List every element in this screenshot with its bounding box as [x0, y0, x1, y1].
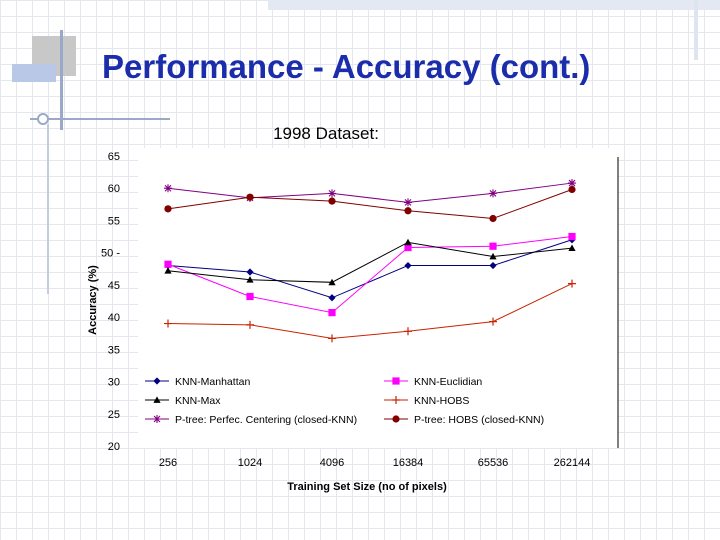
decor-blue-block	[12, 64, 56, 82]
data-point-square	[489, 242, 497, 250]
y-axis-ticks: 20 25 30 35 40 45 50 - 55 60 65	[101, 151, 120, 453]
data-point-plus	[489, 317, 497, 326]
decor-top-right-line	[694, 0, 698, 60]
x-tick-label: 16384	[393, 457, 424, 469]
data-point-square	[164, 260, 172, 268]
decor-vertical-line	[60, 30, 63, 130]
data-point-plus	[246, 320, 254, 329]
data-point-plus	[328, 334, 336, 343]
x-tick-label: 4096	[320, 457, 344, 469]
legend-label: P-tree: Perfec. Centering (closed-KNN)	[175, 414, 357, 426]
data-point-circle	[164, 205, 172, 213]
data-point-diamond	[328, 294, 336, 302]
data-point-diamond	[246, 268, 254, 276]
data-point-square	[328, 309, 336, 317]
y-tick-label: 40	[108, 312, 120, 324]
data-point-star	[153, 415, 161, 423]
y-tick-label: 45	[108, 280, 120, 292]
x-tick-label: 262144	[554, 457, 591, 469]
slide-subtitle: 1998 Dataset:	[273, 124, 379, 143]
y-tick-label: 30	[108, 377, 120, 389]
legend-entry: P-tree: Perfec. Centering (closed-KNN)	[145, 414, 357, 426]
decor-circle	[37, 113, 49, 125]
y-tick-label: 35	[108, 344, 120, 356]
data-point-square	[404, 243, 412, 252]
legend-label: P-tree: HOBS (closed-KNN)	[414, 414, 544, 426]
legend: KNN-Manhattan KNN-Euclidian KNN-Max KNN-HOB…	[145, 376, 544, 426]
legend-label: KNN-Euclidian	[414, 376, 482, 388]
data-point-plus	[392, 396, 400, 404]
legend-label: KNN-Max	[175, 395, 221, 407]
data-point-circle	[568, 185, 576, 194]
legend-label: KNN-HOBS	[414, 395, 469, 407]
data-point-plus	[568, 279, 576, 288]
legend-label: KNN-Manhattan	[175, 376, 250, 388]
x-axis-label: Training Set Size (no of pixels)	[287, 481, 447, 493]
legend-entry: KNN-Euclidian	[384, 376, 482, 388]
data-point-plus	[404, 327, 412, 336]
data-point-circle	[404, 207, 412, 215]
data-point-square	[568, 232, 576, 241]
data-point-triangle	[568, 244, 576, 252]
slide-title: Performance - Accuracy (cont.)	[102, 48, 591, 85]
x-tick-label: 1024	[238, 457, 262, 469]
series-p-tree-perfec-centering-closed-knn	[164, 179, 576, 207]
data-point-square	[246, 292, 254, 301]
data-point-square	[392, 377, 400, 385]
series-line	[167, 189, 573, 220]
data-point-star	[404, 198, 412, 207]
data-point-triangle	[404, 238, 412, 246]
series-line	[167, 241, 573, 283]
data-point-star	[164, 184, 172, 193]
series-p-tree-hobs-closed-knn	[164, 185, 576, 223]
data-point-triangle	[489, 252, 497, 260]
x-tick-label: 65536	[478, 457, 509, 469]
decor-top-band	[268, 0, 720, 10]
data-point-circle	[328, 197, 336, 205]
series-knn-hobs	[164, 279, 576, 343]
series-knn-euclidian	[164, 232, 576, 317]
y-axis-label: Accuracy (%)	[87, 265, 99, 335]
x-tick-label: 256	[159, 457, 177, 469]
legend-entry: P-tree: HOBS (closed-KNN)	[384, 414, 544, 426]
data-point-triangle	[153, 396, 161, 403]
series-line	[167, 283, 573, 339]
data-point-star	[489, 189, 497, 198]
data-point-triangle	[246, 276, 254, 283]
y-tick-label: 55	[108, 215, 120, 227]
data-point-triangle	[328, 278, 336, 286]
y-tick-label: 20	[108, 441, 120, 453]
series-line	[167, 236, 573, 314]
data-point-star	[328, 189, 336, 198]
series-knn-manhattan	[164, 236, 576, 302]
data-point-diamond	[489, 261, 497, 270]
data-point-circle	[489, 214, 497, 223]
decor-horizontal-line	[30, 118, 170, 120]
series-layer	[164, 179, 576, 343]
data-point-plus	[164, 319, 172, 328]
series-knn-max	[164, 238, 576, 286]
data-point-diamond	[153, 377, 161, 385]
x-axis-ticks: 256 1024 4096 16384 65536 262144	[159, 457, 591, 469]
y-tick-label: 25	[108, 409, 120, 421]
series-line	[167, 182, 573, 203]
chart-background	[138, 148, 618, 448]
decor-vertical-line-lower	[47, 124, 49, 294]
y-tick-label: 50 -	[101, 248, 120, 260]
data-point-circle	[246, 193, 254, 201]
y-tick-label: 60	[108, 183, 120, 195]
legend-entry: KNN-HOBS	[384, 395, 469, 407]
y-tick-label: 65	[108, 151, 120, 163]
legend-entry: KNN-Max	[145, 395, 221, 407]
series-line	[167, 239, 573, 299]
legend-entry: KNN-Manhattan	[145, 376, 250, 388]
data-point-star	[568, 179, 576, 188]
data-point-diamond	[404, 261, 412, 270]
data-point-triangle	[164, 267, 172, 274]
data-point-circle	[392, 415, 400, 423]
